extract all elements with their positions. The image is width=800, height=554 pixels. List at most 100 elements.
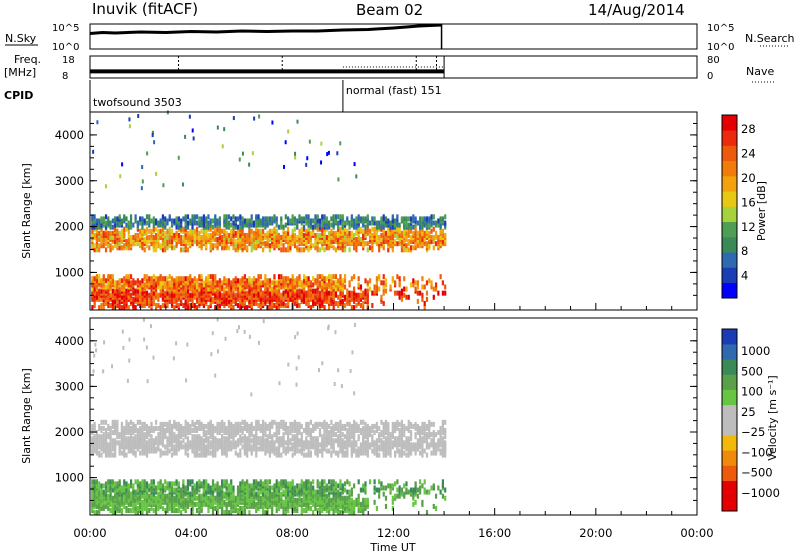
power-cell-843 xyxy=(186,288,190,294)
velocity-cell-230 xyxy=(114,419,117,425)
velocity-cell-132 xyxy=(104,487,108,493)
velocity-cell-1867 xyxy=(302,481,306,487)
power-cell-2712 xyxy=(419,220,422,226)
power-colorbar-swatch-10 xyxy=(722,130,737,146)
power-cell-2272 xyxy=(346,292,349,298)
velocity-cell-1497 xyxy=(259,436,262,442)
velocity-cell-106 xyxy=(100,425,103,431)
power-cell-1978 xyxy=(312,224,315,230)
velocity-cell-1619 xyxy=(273,419,276,425)
velocity-cell-1837 xyxy=(298,421,301,427)
power-cell-2196 xyxy=(337,278,340,284)
power-cell-171 xyxy=(109,292,112,298)
velocity-cell-1009 xyxy=(202,423,206,429)
power-cell-920 xyxy=(195,278,199,284)
velocity-cell-423 xyxy=(136,505,139,511)
power-cell-136 xyxy=(104,241,108,247)
velocity-cell-1169 xyxy=(221,425,224,431)
power-cell-167 xyxy=(107,216,110,222)
velocity-cell-1816 xyxy=(296,434,299,440)
velocity-cell-924 xyxy=(193,421,196,427)
power-cell-925 xyxy=(195,226,199,232)
power-cell-2676 xyxy=(412,214,415,220)
freq-left-tick-top: 18 xyxy=(62,55,75,66)
power-cell-728 xyxy=(173,218,176,224)
power-cell-1210 xyxy=(227,278,231,284)
velocity-cell-376 xyxy=(129,425,133,431)
power-cell-1693 xyxy=(280,278,283,284)
velocity-cell-388 xyxy=(132,483,135,489)
velocity-cell-1459 xyxy=(255,440,258,446)
power-cell-1910 xyxy=(305,241,308,247)
velocity-cell-143 xyxy=(104,432,108,438)
power-cell-1708 xyxy=(282,290,285,296)
power-cell-249 xyxy=(116,216,119,222)
velocity-cell-1549 xyxy=(266,495,269,501)
power-cell-72 xyxy=(98,274,101,280)
power-cell-315 xyxy=(125,298,128,304)
velocity-cell-1640 xyxy=(275,421,278,427)
power-cell-1888 xyxy=(302,274,306,280)
power-cell-358 xyxy=(129,280,133,286)
velocity-cell-1480 xyxy=(257,436,260,442)
power-cell-1864 xyxy=(300,288,303,294)
power-cell-2633 xyxy=(405,294,408,300)
power-cell-514 xyxy=(150,298,153,304)
velocity-cell-1912 xyxy=(307,440,310,446)
power-cell-2568 xyxy=(394,290,397,296)
power-cell-1887 xyxy=(302,278,306,284)
velocity-cell-1756 xyxy=(289,421,292,427)
power-cell-492 xyxy=(145,226,149,232)
power-cell-2526 xyxy=(387,247,390,253)
power-cell-1325 xyxy=(241,300,244,306)
velocity-cell-1433 xyxy=(252,485,256,491)
power-cell-44 xyxy=(95,294,99,300)
power-cell-1580 xyxy=(268,305,272,311)
power-cell-207 xyxy=(111,218,114,224)
power-cell-2180 xyxy=(334,274,338,280)
power-cell-666 xyxy=(166,241,169,247)
velocity-cell-1554 xyxy=(266,479,269,485)
power-cell-2108 xyxy=(325,216,328,222)
velocity-cell-13 xyxy=(91,479,94,485)
power-cell-780 xyxy=(180,276,183,282)
velocity-cell-1262 xyxy=(232,444,235,450)
power-cell-288 xyxy=(120,218,124,224)
power-cell-359 xyxy=(129,274,133,280)
velocity-cell-1834 xyxy=(298,430,301,436)
power-cell-2274 xyxy=(346,241,349,247)
power-cell-405 xyxy=(136,278,139,284)
velocity-cell-316 xyxy=(123,425,126,431)
velocity-cell-1487 xyxy=(259,495,262,501)
power-cell-1157 xyxy=(221,234,224,240)
power-cell-684 xyxy=(168,234,171,240)
power-cell-1889 xyxy=(302,247,306,253)
power-cell-2799 xyxy=(437,290,440,296)
velocity-cell-175 xyxy=(109,479,112,485)
velocity-cell-101 xyxy=(100,444,103,450)
power-cell-82 xyxy=(100,303,103,309)
power-cell-1243 xyxy=(232,292,235,298)
velocity-cell-1529 xyxy=(264,493,267,499)
power-cell-225 xyxy=(114,222,117,228)
power-colorbar-swatch-3 xyxy=(722,237,737,253)
power-cell-2604 xyxy=(398,222,401,228)
power-cell-573 xyxy=(154,218,158,224)
velocity-cell-420 xyxy=(134,423,137,429)
power-cell-2693 xyxy=(416,284,419,290)
power-cell-1218 xyxy=(227,220,231,226)
power-cell-1621 xyxy=(271,216,274,222)
power-cell-626 xyxy=(161,226,165,232)
velocity-cell-332 xyxy=(125,436,128,442)
velocity-cell-1165 xyxy=(221,440,224,446)
power-cell-2207 xyxy=(337,214,340,220)
power-cell-2889 xyxy=(184,134,187,139)
velocity-cell-1233 xyxy=(230,508,233,514)
power-cell-2037 xyxy=(318,232,322,238)
power-cell-301 xyxy=(123,276,126,282)
velocity-cell-843 xyxy=(184,442,187,448)
power-cell-1943 xyxy=(309,305,312,311)
velocity-cell-1442 xyxy=(252,434,256,440)
power-cell-1696 xyxy=(280,241,283,247)
power-cell-476 xyxy=(143,218,146,224)
